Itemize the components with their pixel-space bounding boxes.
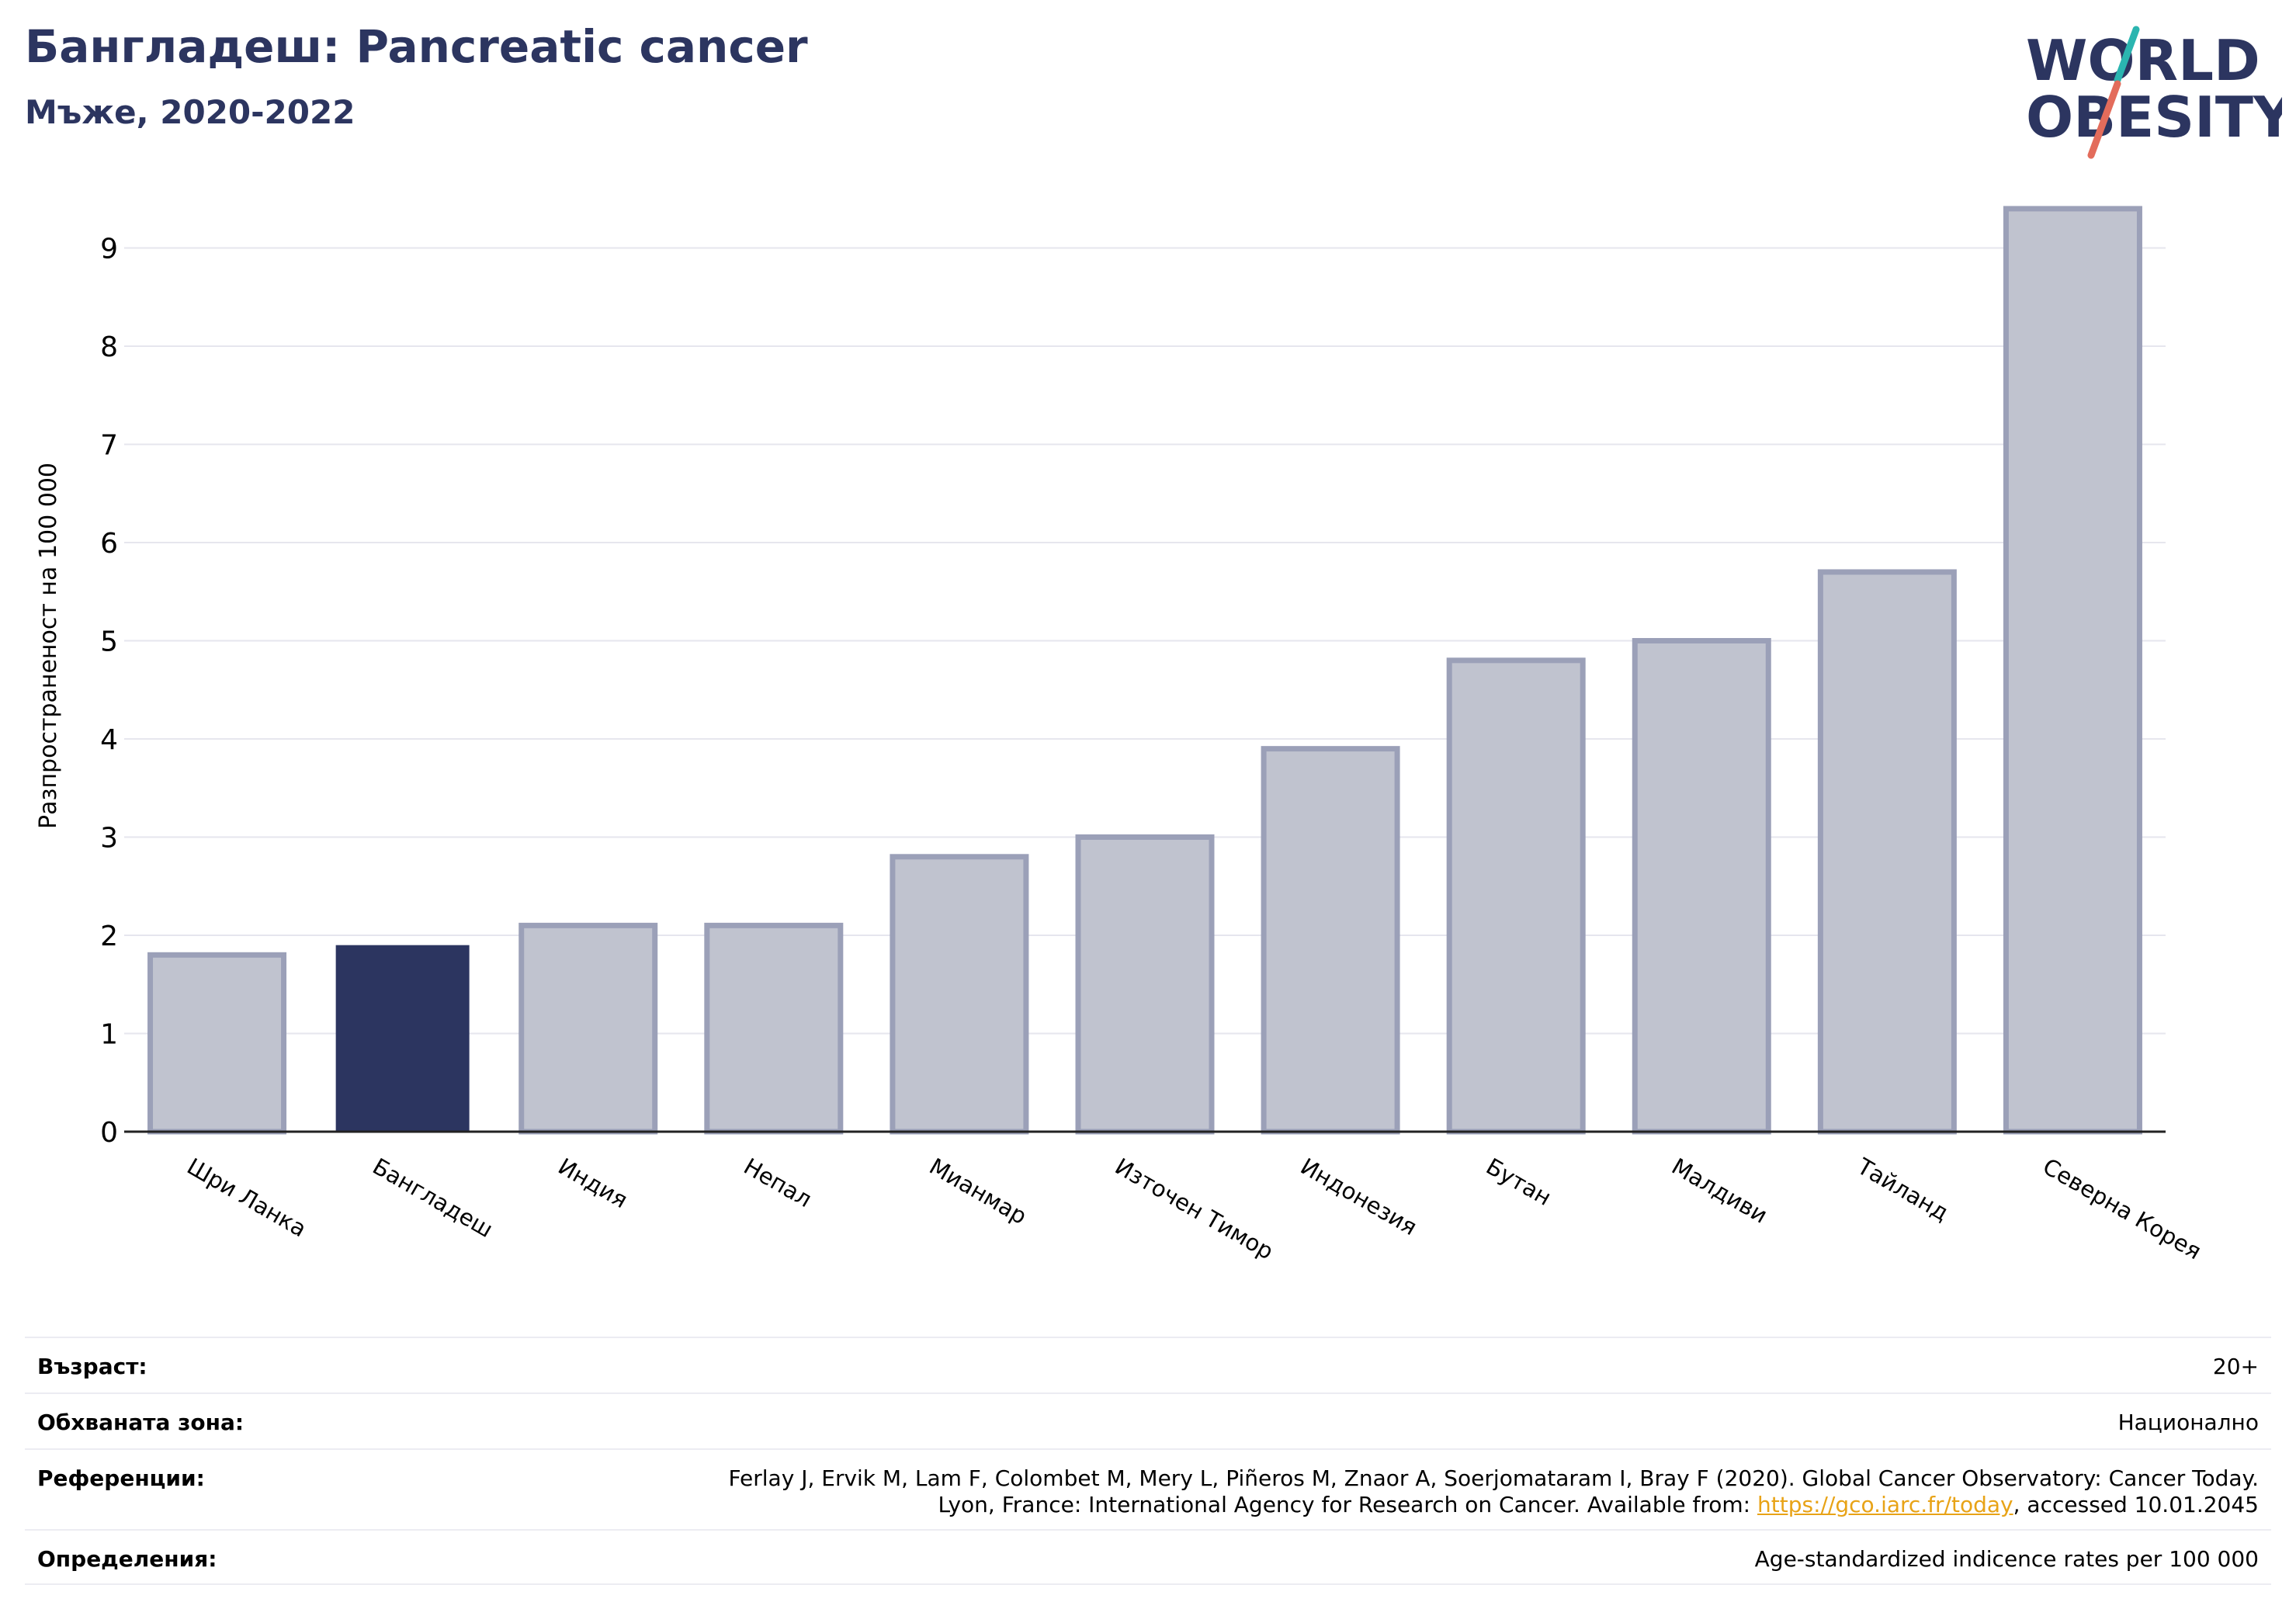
y-tick-label: 5	[100, 626, 118, 658]
info-row-definitions: Определения: Age-standardized indicence …	[25, 1529, 2271, 1585]
reference-line-1: Ferlay J, Ervik M, Lam F, Colombet M, Me…	[728, 1465, 2259, 1491]
definitions-value: Age-standardized indicence rates per 100…	[1754, 1546, 2259, 1572]
references-label: Референции:	[37, 1465, 205, 1491]
x-tick-label: Непал	[740, 1153, 817, 1212]
area-label: Обхваната зона:	[37, 1410, 245, 1435]
chart-title: Бангладеш: Pancreatic cancer	[25, 20, 808, 73]
x-tick-label: Шри Ланка	[182, 1153, 310, 1242]
logo-slash-coral	[2087, 80, 2121, 159]
y-tick-label: 6	[100, 528, 118, 560]
bars	[147, 206, 2142, 1135]
y-tick-label: 3	[100, 823, 118, 855]
chart-subtitle: Мъже, 2020-2022	[25, 93, 355, 131]
x-tick-label: Индонезия	[1296, 1153, 1422, 1240]
y-tick-label: 2	[100, 921, 118, 952]
bar-chart: 0 1 2 3 4 5 6 7 8 9 Шри Ланка Бангладеш Индия Непал М…	[35, 206, 2206, 1265]
y-tick-label: 9	[100, 234, 118, 265]
references-value: Ferlay J, Ervik M, Lam F, Colombet M, Me…	[728, 1465, 2259, 1518]
y-axis-title: Разпространеност на 100 000	[35, 463, 62, 829]
x-axis-labels: Шри Ланка Бангладеш Индия Непал Мианмар Източ…	[182, 1153, 2206, 1265]
bar-1	[335, 945, 470, 1132]
y-tick-label: 8	[100, 331, 118, 363]
x-tick-label: Тайланд	[1852, 1153, 1953, 1226]
logo-text-obesity: OBESITY	[2026, 85, 2282, 150]
x-tick-label: Малдиви	[1667, 1153, 1772, 1229]
y-tick-label: 0	[100, 1117, 118, 1149]
y-tick-label: 1	[100, 1019, 118, 1051]
y-tick-label: 4	[100, 724, 118, 756]
definitions-label: Определения:	[37, 1546, 217, 1572]
x-tick-label: Северна Корея	[2038, 1153, 2206, 1264]
x-tick-label: Мианмар	[925, 1153, 1032, 1229]
y-axis-ticks: 0 1 2 3 4 5 6 7 8 9	[100, 234, 118, 1150]
bar-8	[1632, 638, 1771, 1135]
world-obesity-logo: WORLD OBESITY	[2026, 26, 2282, 159]
area-value: Национално	[2117, 1410, 2259, 1435]
y-tick-label: 7	[100, 430, 118, 462]
x-tick-label: Индия	[553, 1153, 632, 1213]
info-row-age: Възраст: 20+	[25, 1337, 2271, 1392]
bar-10	[2003, 206, 2142, 1135]
reference-line-2-prefix: Lyon, France: International Agency for R…	[938, 1492, 1757, 1517]
logo-text-world: WORLD	[2026, 28, 2260, 93]
bar-2	[519, 922, 658, 1135]
age-value: 20+	[2212, 1354, 2259, 1379]
x-tick-label: Източен Тимор	[1111, 1153, 1278, 1264]
x-tick-label: Бутан	[1482, 1153, 1556, 1211]
info-table: Възраст: 20+ Обхваната зона: Национално …	[25, 1337, 2271, 1585]
x-tick-label: Бангладеш	[368, 1153, 497, 1243]
bar-7	[1446, 657, 1586, 1135]
reference-link[interactable]: https://gco.iarc.fr/today	[1757, 1492, 2013, 1517]
age-label: Възраст:	[37, 1354, 147, 1379]
bar-6	[1261, 746, 1400, 1135]
reference-line-2-suffix: , accessed 10.01.2045	[2013, 1492, 2259, 1517]
bar-0	[147, 952, 287, 1135]
logo-slash-teal	[2114, 26, 2140, 84]
bar-3	[704, 922, 844, 1135]
info-row-area: Обхваната зона: Национално	[25, 1392, 2271, 1448]
bar-9	[1817, 569, 1957, 1135]
bar-5	[1075, 834, 1215, 1135]
info-row-references: Референции: Ferlay J, Ervik M, Lam F, Co…	[25, 1448, 2271, 1529]
bar-4	[890, 854, 1029, 1135]
